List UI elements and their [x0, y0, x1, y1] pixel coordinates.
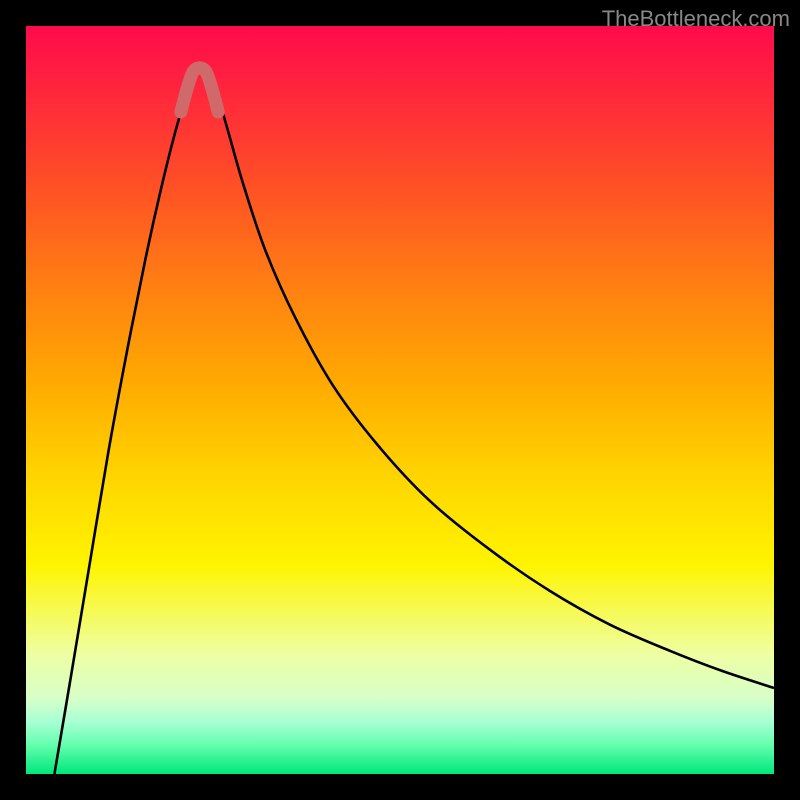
- curve-highlight: [181, 68, 218, 112]
- curve-layer: [26, 26, 774, 774]
- bottleneck-curve: [54, 66, 774, 774]
- plot-area: [26, 26, 774, 774]
- watermark-text: TheBottleneck.com: [602, 6, 790, 32]
- chart-frame: TheBottleneck.com: [0, 0, 800, 800]
